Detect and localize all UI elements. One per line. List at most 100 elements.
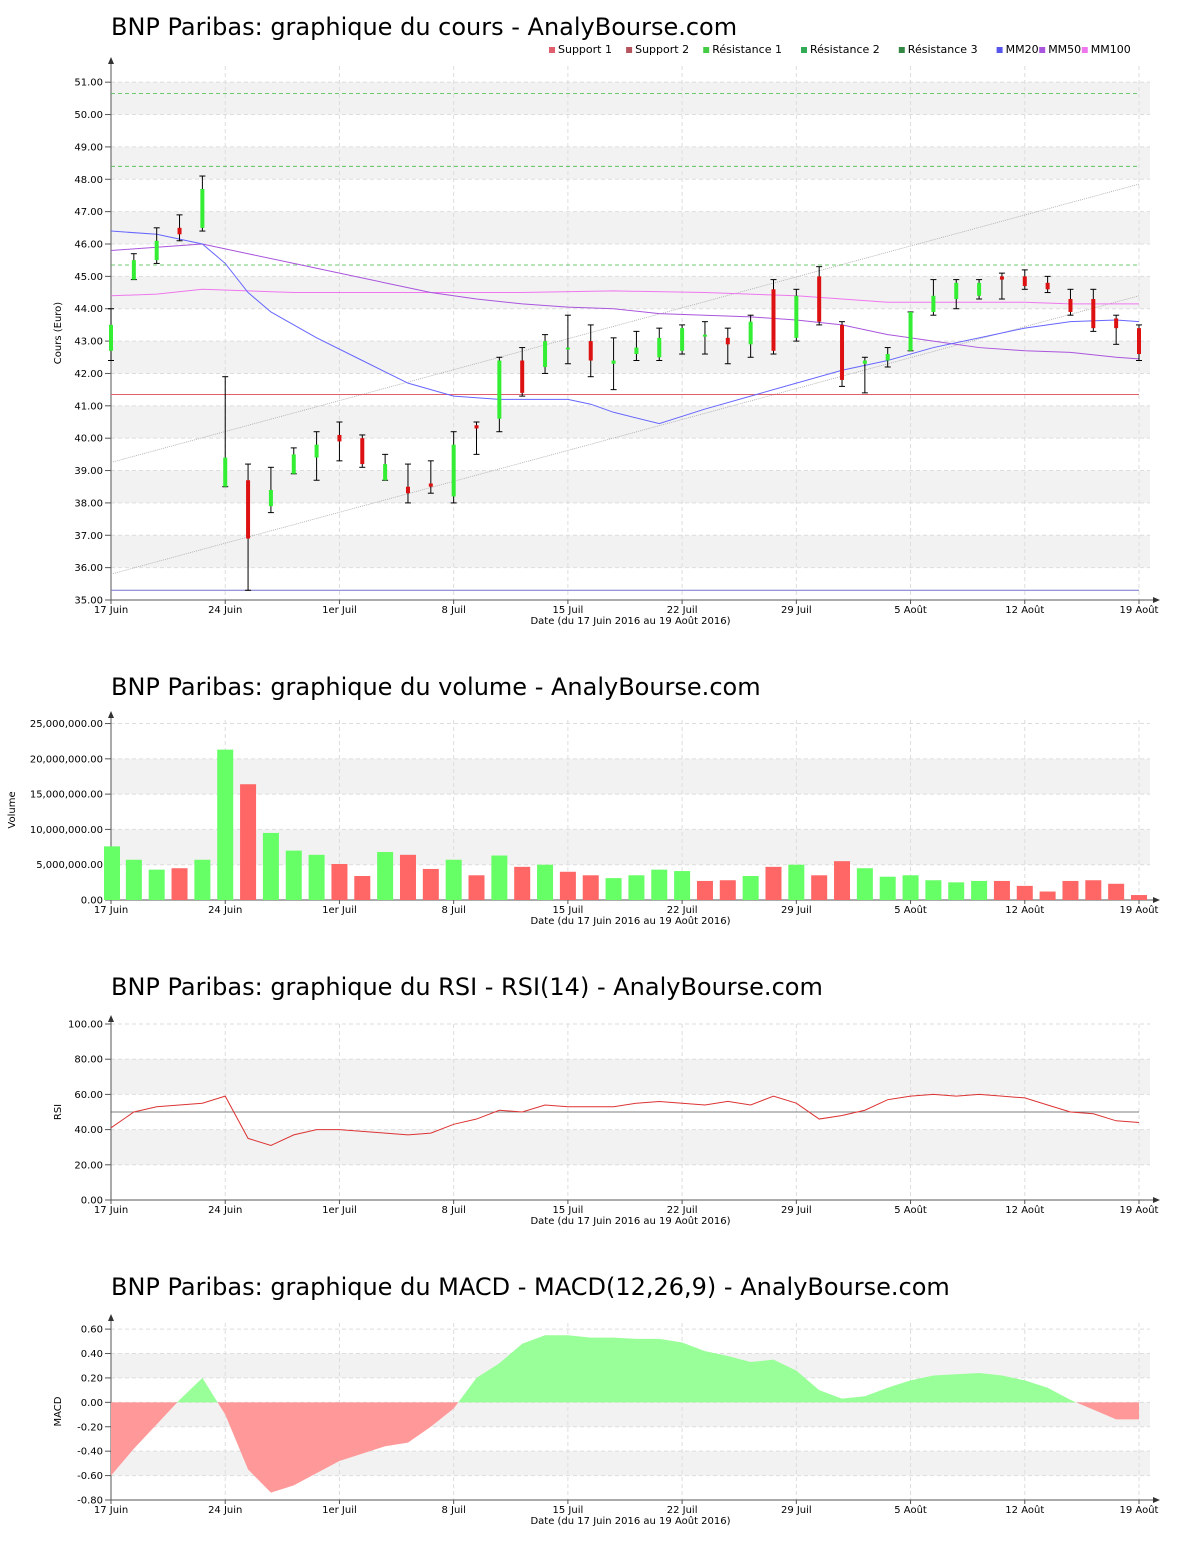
legend-swatch xyxy=(1039,47,1046,53)
candle xyxy=(519,347,526,397)
y-tick-label: 0.60 xyxy=(81,1325,103,1336)
candle-body xyxy=(1114,318,1119,329)
legend-swatch xyxy=(801,47,807,53)
y-tick-label: 0.00 xyxy=(81,1398,103,1409)
volume-bar xyxy=(788,864,805,900)
y-tick-label: -0.60 xyxy=(77,1471,103,1482)
candle-body xyxy=(999,276,1004,280)
volume-bar xyxy=(308,854,325,900)
volume-bar xyxy=(719,880,736,900)
x-axis-label: Date (du 17 Juin 2016 au 19 Août 2016) xyxy=(530,1515,730,1527)
y-tick-label: 10,000,000.00 xyxy=(30,825,103,836)
volume-bar xyxy=(902,875,919,900)
y-tick-label: 44.00 xyxy=(74,304,103,315)
x-tick-label: 24 Juin xyxy=(208,905,242,916)
candle xyxy=(633,330,640,362)
candle-body xyxy=(1137,328,1141,355)
y-tick-label: 47.00 xyxy=(74,207,103,218)
candle-body xyxy=(360,438,365,465)
candle xyxy=(701,321,708,355)
volume-bar xyxy=(104,846,120,900)
candle-body xyxy=(634,347,639,355)
candle-body xyxy=(1068,299,1073,312)
x-tick-label: 24 Juin xyxy=(208,605,242,616)
x-tick-label: 5 Août xyxy=(894,904,927,916)
volume-bar xyxy=(194,859,211,900)
candle xyxy=(907,311,914,352)
volume-bar xyxy=(651,869,668,900)
volume-bar xyxy=(925,880,942,900)
volume-bar xyxy=(148,869,165,900)
legend-swatch xyxy=(1081,47,1088,53)
y-tick-label: 35.00 xyxy=(74,596,103,607)
x-tick-label: 22 Juil xyxy=(667,1505,698,1516)
legend-swatch xyxy=(626,47,633,53)
candle xyxy=(1113,314,1120,345)
candle-body xyxy=(611,360,616,364)
grid-band xyxy=(111,535,1150,568)
candle xyxy=(427,460,434,494)
candle xyxy=(404,463,411,504)
volume-bar xyxy=(537,864,554,900)
x-tick-label: 1er Juil xyxy=(322,605,357,616)
panel-3: BNP Paribas: graphique du MACD - MACD(12… xyxy=(53,1273,1160,1527)
volume-bar xyxy=(399,854,416,900)
candle xyxy=(587,324,594,378)
candle xyxy=(679,324,686,355)
mm50-line xyxy=(110,243,1140,360)
candle xyxy=(130,253,137,281)
volume-bar xyxy=(582,875,599,900)
volume-bar xyxy=(1016,885,1033,900)
x-tick-label: 29 Juil xyxy=(781,1205,812,1216)
x-tick-label: 12 Août xyxy=(1005,604,1044,616)
volume-bar xyxy=(765,866,782,900)
macd-area-positive xyxy=(458,1335,1077,1403)
candle-body xyxy=(451,444,456,497)
candle-body xyxy=(383,464,388,481)
y-axis-label: MACD xyxy=(53,1396,64,1426)
volume-bar xyxy=(628,875,645,900)
chart-title: BNP Paribas: graphique du MACD - MACD(12… xyxy=(111,1273,950,1301)
volume-bar xyxy=(1039,891,1056,900)
grid-band xyxy=(111,82,1150,115)
candle-body xyxy=(588,341,593,361)
y-tick-label: 36.00 xyxy=(74,563,103,574)
candle xyxy=(199,175,206,232)
volume-bar xyxy=(262,832,279,900)
volume-bar xyxy=(491,855,508,900)
candle-body xyxy=(1045,282,1050,290)
candle xyxy=(1067,288,1074,316)
candle xyxy=(108,308,114,362)
y-axis-arrow xyxy=(108,1015,114,1022)
candle xyxy=(564,314,571,365)
candle-body xyxy=(862,360,867,364)
volume-bar xyxy=(674,871,691,900)
candle-body xyxy=(702,334,707,337)
y-tick-label: 20.00 xyxy=(74,1160,103,1171)
volume-bar xyxy=(445,859,462,900)
y-tick-label: -0.80 xyxy=(77,1496,103,1507)
candle-body xyxy=(428,483,433,487)
x-tick-label: 24 Juin xyxy=(208,1205,242,1216)
chart-title: BNP Paribas: graphique du volume - Analy… xyxy=(111,673,761,701)
volume-bar xyxy=(696,880,713,900)
y-axis-arrow xyxy=(108,1314,114,1321)
volume-bar xyxy=(217,749,234,900)
volume-bar xyxy=(1062,880,1079,900)
candle-body xyxy=(520,360,525,393)
candle xyxy=(1044,275,1051,294)
candle-body xyxy=(680,328,685,351)
grid-band xyxy=(111,276,1150,309)
x-tick-label: 15 Juil xyxy=(553,905,584,916)
candle xyxy=(245,463,252,591)
candle-body xyxy=(131,260,136,280)
candle xyxy=(496,356,503,433)
candle xyxy=(153,227,160,264)
x-tick-label: 8 Juil xyxy=(441,1205,465,1216)
mm20-line xyxy=(110,230,1140,425)
y-tick-label: 37.00 xyxy=(74,531,103,542)
candle-body xyxy=(474,425,479,429)
x-axis-arrow xyxy=(1153,597,1160,603)
candle xyxy=(542,334,549,374)
candle-body xyxy=(543,341,548,367)
